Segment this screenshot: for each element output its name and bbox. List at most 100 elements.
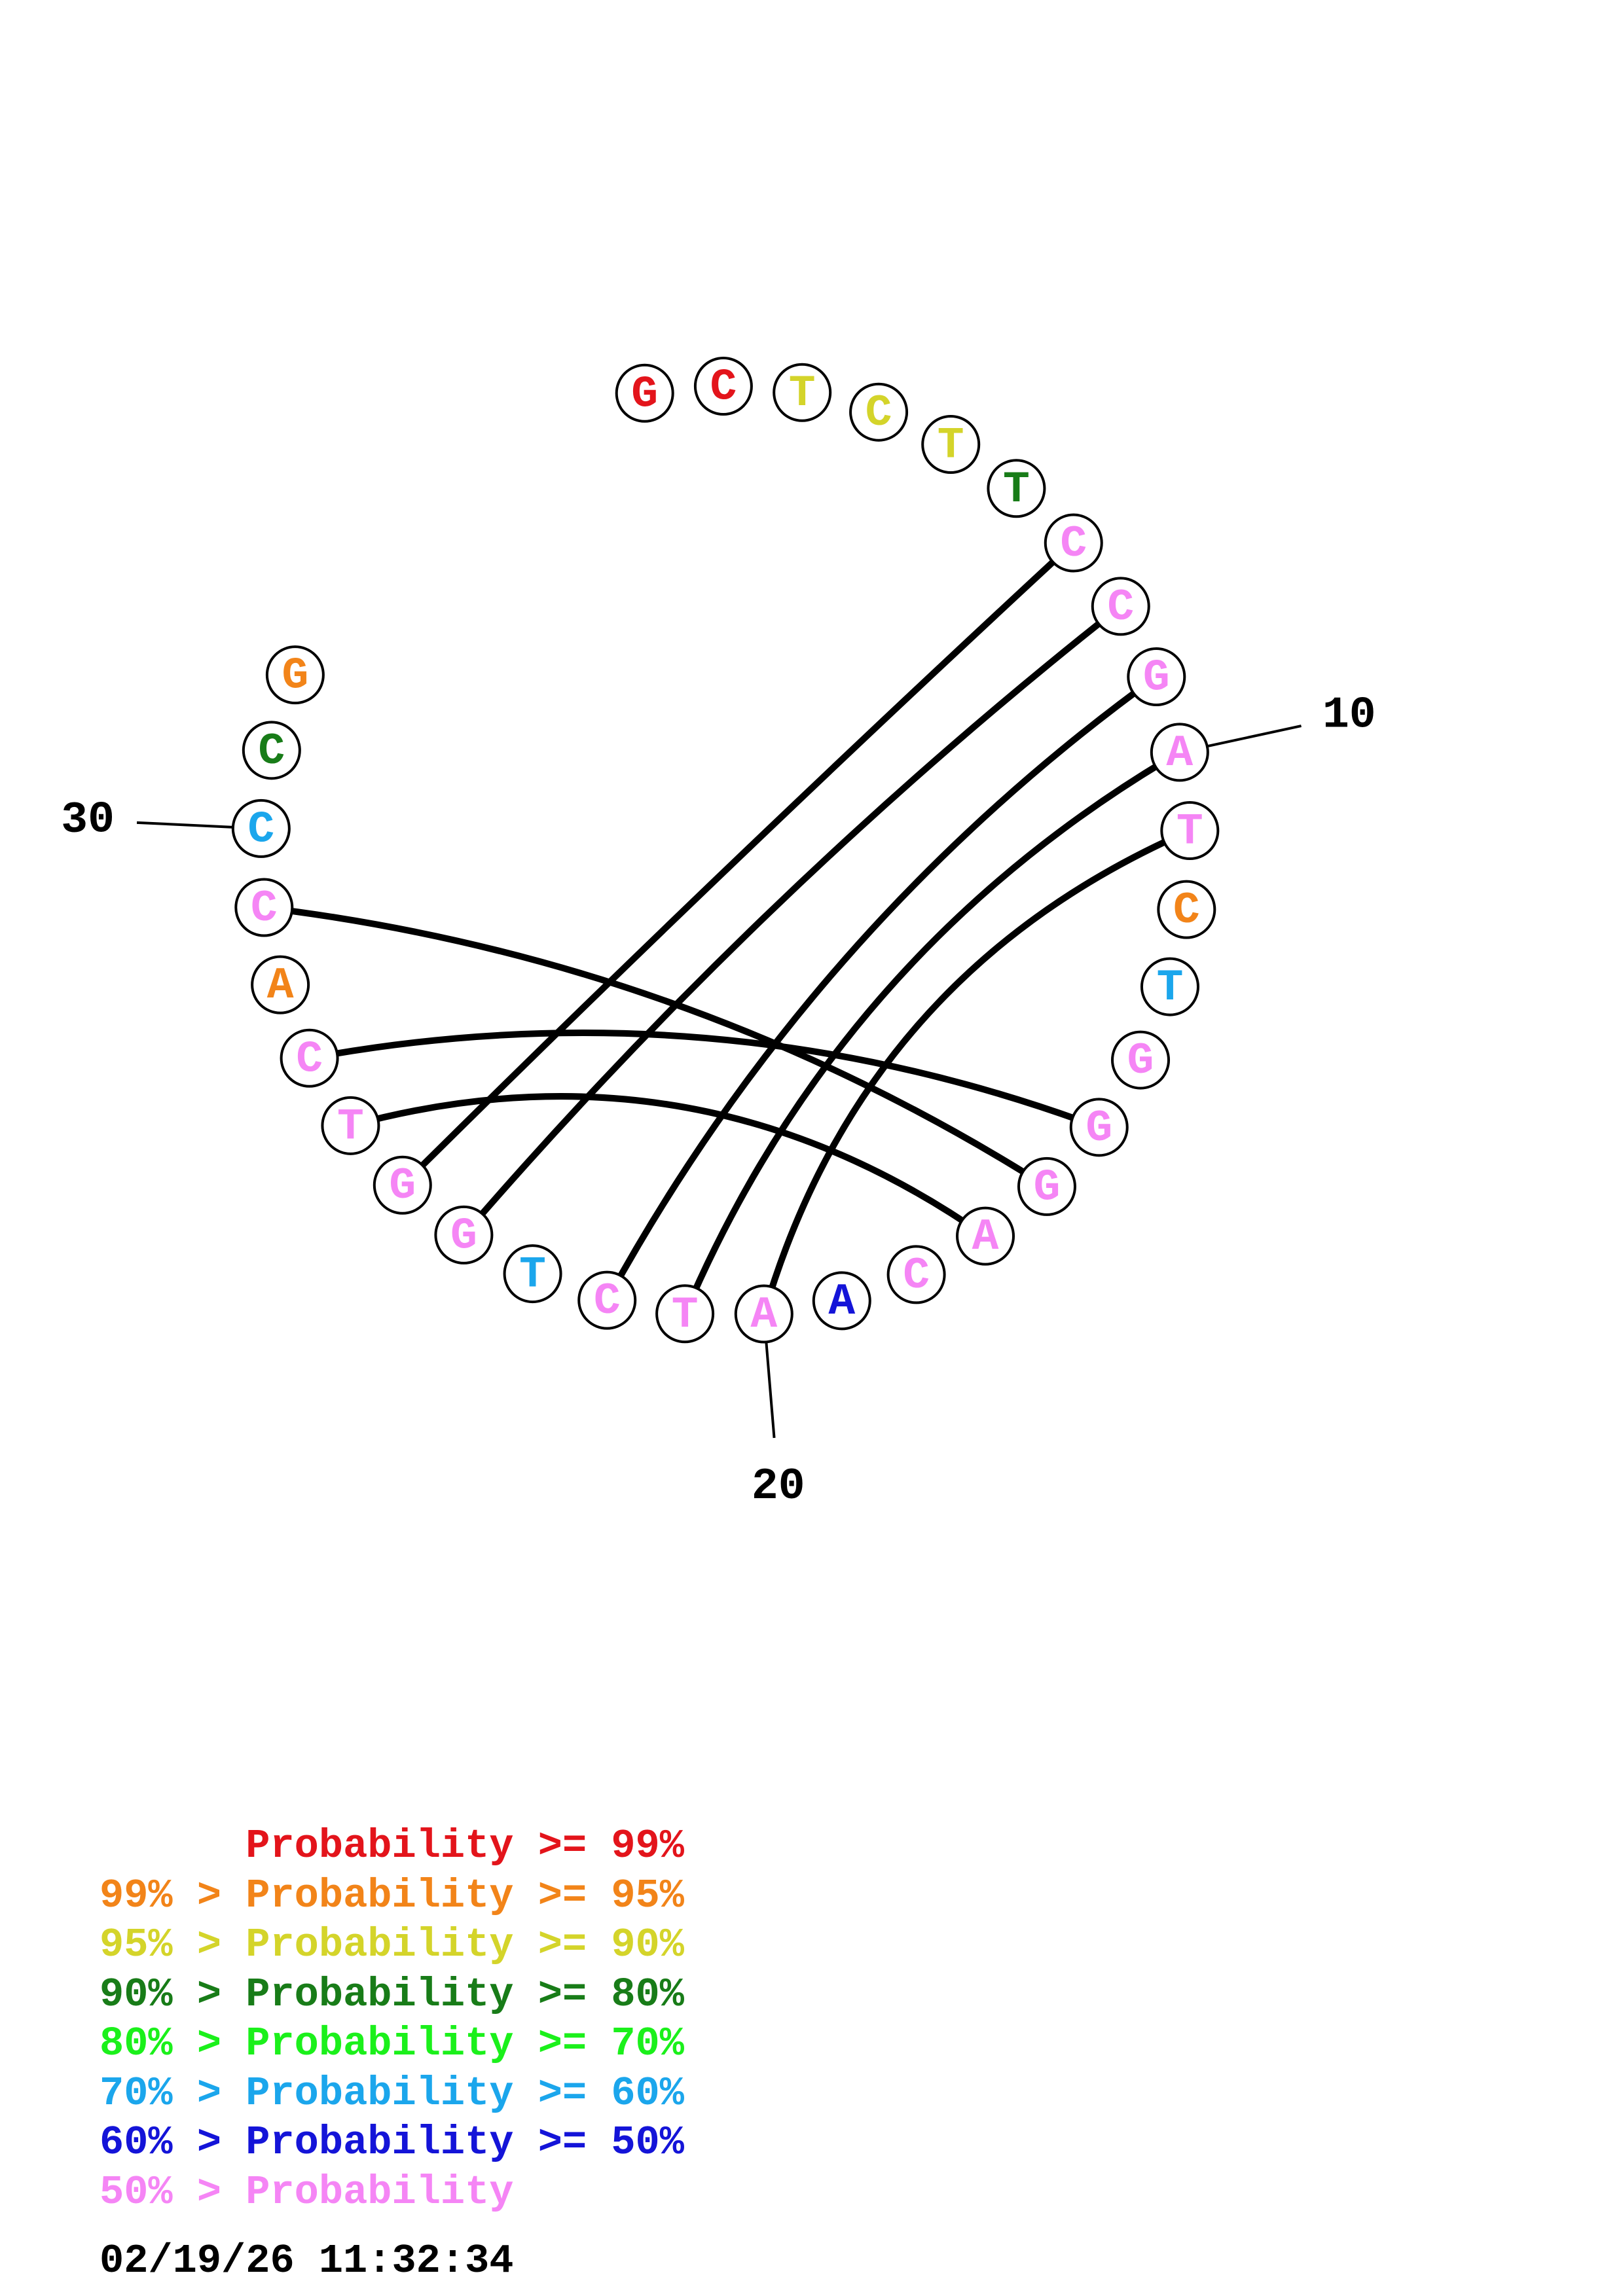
nucleotide-letter: G bbox=[631, 369, 658, 420]
legend-row: 70% > Probability >= 60% bbox=[100, 2073, 684, 2114]
legend-probability-label: Probability bbox=[246, 2070, 514, 2117]
nucleotide-letter: A bbox=[1166, 728, 1193, 779]
nucleotide: A bbox=[251, 955, 310, 1014]
legend-threshold: >= 60% bbox=[513, 2070, 684, 2117]
nucleotide: T bbox=[503, 1244, 562, 1304]
legend-prefix: 95% > bbox=[100, 1922, 246, 1968]
nucleotide-letter: T bbox=[1176, 807, 1203, 857]
nucleotide-letter: A bbox=[267, 961, 294, 1011]
nucleotide-circle bbox=[734, 1284, 793, 1344]
nucleotide-circle bbox=[812, 1271, 871, 1331]
nucleotide: C bbox=[231, 798, 291, 858]
nucleotide: A bbox=[1150, 723, 1209, 782]
position-leader-line bbox=[1207, 725, 1302, 748]
nucleotide-circle bbox=[231, 798, 291, 858]
nucleotide-letter: G bbox=[450, 1211, 477, 1261]
position-label: 30 bbox=[61, 795, 115, 846]
nucleotide-circle bbox=[503, 1244, 562, 1304]
nucleotide: G bbox=[434, 1205, 494, 1265]
nucleotide-letter: T bbox=[672, 1290, 699, 1340]
nucleotide-circle bbox=[434, 1205, 494, 1265]
nucleotide-circle bbox=[1157, 880, 1216, 939]
nucleotide: C bbox=[1091, 577, 1150, 636]
nucleotide: T bbox=[773, 363, 832, 422]
nucleotide-letter: C bbox=[1107, 583, 1134, 633]
timestamp: 02/19/26 11:32:34 bbox=[100, 2238, 514, 2284]
nucleotide-circle bbox=[373, 1155, 432, 1215]
nucleotide-letter: G bbox=[1085, 1103, 1112, 1154]
legend-prefix bbox=[100, 1823, 246, 1869]
base-pair-arc bbox=[604, 673, 1160, 1304]
nucleotide-letter: C bbox=[1060, 519, 1087, 569]
position-leader-line bbox=[136, 821, 233, 829]
nucleotide-letter: T bbox=[519, 1250, 546, 1300]
nucleotide: C bbox=[280, 1028, 339, 1088]
nucleotide-letter: C bbox=[251, 884, 278, 934]
nucleotide-circle bbox=[321, 1096, 380, 1155]
legend-probability-label: Probability bbox=[246, 1971, 514, 2018]
nucleotide: T bbox=[921, 415, 981, 475]
nucleotide-letter: A bbox=[828, 1277, 855, 1327]
legend-row: 80% > Probability >= 70% bbox=[100, 2024, 684, 2064]
base-pair-arc bbox=[347, 1093, 989, 1240]
position-leader-line bbox=[765, 1342, 776, 1439]
nucleotide-letter: G bbox=[282, 651, 308, 702]
nucleotide: A bbox=[956, 1206, 1015, 1266]
nucleotide: C bbox=[849, 382, 909, 442]
nucleotide-letter: T bbox=[1157, 963, 1184, 1013]
base-pair-arc bbox=[306, 1030, 1103, 1131]
position-markers: 10 20 30 bbox=[61, 691, 1376, 1505]
nucleotide-circle bbox=[849, 382, 909, 442]
legend-threshold: >= 70% bbox=[513, 2020, 684, 2067]
legend-row: 95% > Probability >= 90% bbox=[100, 1925, 684, 1965]
nucleotide: T bbox=[987, 459, 1046, 518]
legend-threshold: >= 99% bbox=[513, 1823, 684, 1869]
nucleotide-letter: T bbox=[1003, 465, 1030, 515]
nucleotide: A bbox=[812, 1271, 871, 1331]
nucleotide-circle bbox=[987, 459, 1046, 518]
nucleotide-letter: G bbox=[1034, 1162, 1061, 1213]
legend-row: 50% > Probability bbox=[100, 2172, 514, 2213]
legend-probability-label: Probability bbox=[246, 2020, 514, 2067]
nucleotide-circle bbox=[1111, 1030, 1171, 1090]
nucleotide-letter: C bbox=[296, 1034, 323, 1085]
nucleotide-circle bbox=[1127, 647, 1186, 707]
legend-prefix: 70% > bbox=[100, 2070, 246, 2117]
nucleotide-circle bbox=[1069, 1098, 1129, 1157]
legend-probability-label: Probability bbox=[246, 2168, 514, 2215]
legend-prefix: 60% > bbox=[100, 2119, 246, 2166]
nucleotide-letter: T bbox=[938, 421, 964, 471]
nucleotide: G bbox=[1111, 1030, 1171, 1090]
legend-prefix: 80% > bbox=[100, 2020, 246, 2067]
nucleotide-circle bbox=[693, 357, 753, 416]
nucleotide-letter: C bbox=[247, 804, 274, 855]
nucleotide-letter: C bbox=[710, 363, 737, 413]
nucleotide-circle bbox=[1150, 723, 1209, 782]
nucleotide-circle bbox=[956, 1206, 1015, 1266]
legend-threshold: >= 50% bbox=[513, 2119, 684, 2166]
nucleotide-letter: C bbox=[594, 1276, 621, 1327]
legend-threshold: >= 95% bbox=[513, 1872, 684, 1919]
nucleotide-circle bbox=[251, 955, 310, 1014]
nucleotide-circle bbox=[921, 415, 981, 475]
nucleotide-letter: G bbox=[1143, 653, 1170, 704]
nucleotide-letter: C bbox=[866, 388, 892, 439]
legend-probability-label: Probability bbox=[246, 1922, 514, 1968]
nucleotide-letter: T bbox=[337, 1102, 364, 1152]
nucleotide: G bbox=[1127, 647, 1186, 707]
base-pair-arc bbox=[760, 827, 1194, 1318]
nucleotide: T bbox=[321, 1096, 380, 1155]
nucleotide: C bbox=[1157, 880, 1216, 939]
nucleotide: C bbox=[1044, 513, 1103, 573]
nucleotide-circle bbox=[234, 878, 294, 937]
legend-row: 60% > Probability >= 50% bbox=[100, 2123, 684, 2163]
nucleotide-circle bbox=[1044, 513, 1103, 573]
nucleotide-circle bbox=[577, 1270, 637, 1330]
nucleotide: G bbox=[1017, 1157, 1076, 1216]
legend-probability-label: Probability bbox=[246, 1823, 514, 1869]
nucleotide: G bbox=[615, 363, 674, 423]
nucleotide: T bbox=[1140, 957, 1199, 1016]
legend-prefix: 90% > bbox=[100, 1971, 246, 2018]
